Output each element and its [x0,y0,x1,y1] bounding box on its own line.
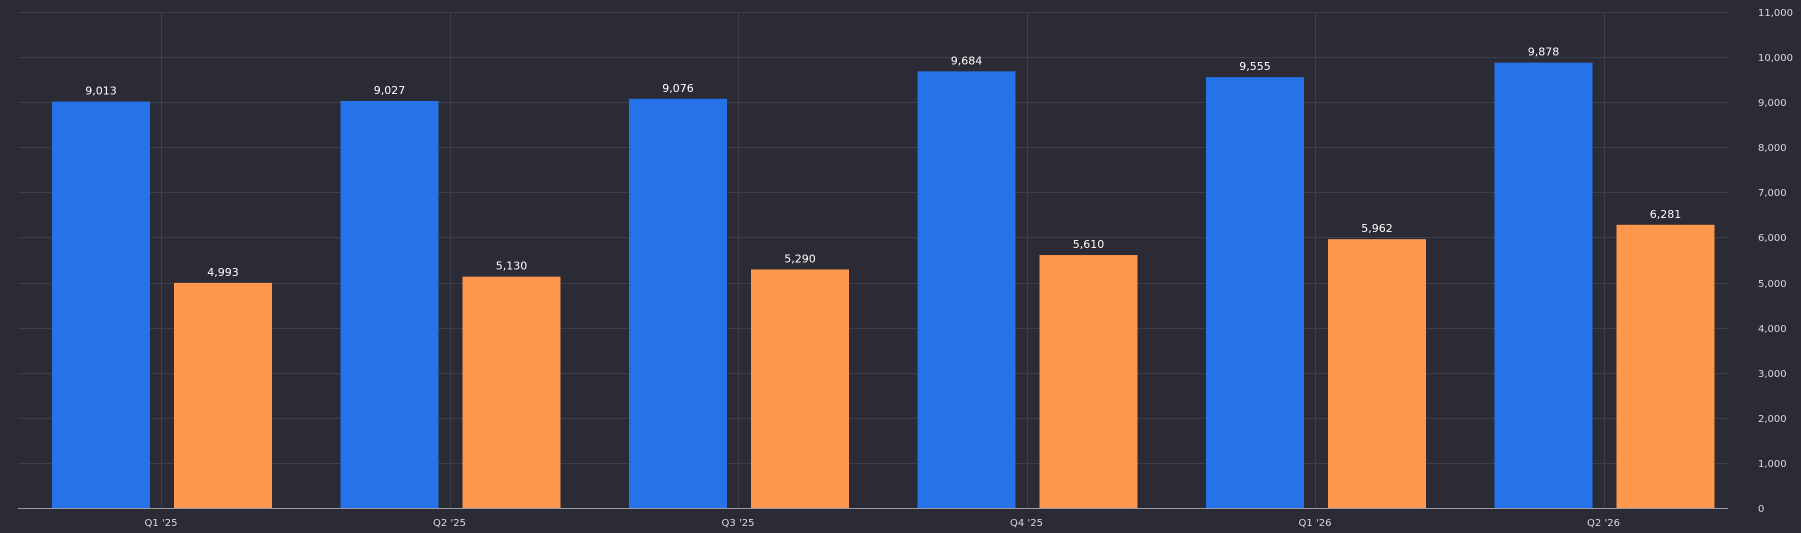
bar-value-label: 9,076 [662,82,694,95]
bar-value-label: 9,013 [85,85,117,98]
bar-series-1 [629,98,727,508]
bar-series-2 [1039,255,1138,508]
bar-value-label: 4,993 [207,266,239,279]
bar-value-label: 5,290 [784,252,816,265]
bar-value-label: 6,281 [1650,208,1682,221]
y-tick-label: 7,000 [1758,188,1787,199]
bar-series-2 [751,269,849,508]
y-tick-label: 11,000 [1758,8,1793,19]
bar-value-label: 5,610 [1073,238,1105,251]
bar-series-1 [52,101,150,508]
bar-value-label: 9,878 [1528,46,1560,59]
x-tick-label: Q2 '25 [433,518,466,529]
x-tick-label: Q1 '26 [1299,518,1332,529]
bars-layer [52,62,1715,509]
grid-layer [18,12,1728,508]
x-axis: Q1 '25 Q2 '25 Q3 '25 Q4 '25 Q1 '26 Q2 '26 [18,508,1728,529]
x-tick-label: Q3 '25 [722,518,755,529]
y-tick-label: 9,000 [1758,98,1787,109]
bar-series-1 [340,100,439,509]
bar-value-label: 9,027 [374,84,406,97]
y-axis: 0 1,000 2,000 3,000 4,000 5,000 6,000 7,000 8,00… [1758,8,1793,515]
y-tick-label: 8,000 [1758,143,1787,154]
x-tick-label: Q2 '26 [1587,518,1620,529]
bar-value-label: 9,555 [1239,60,1271,73]
y-tick-label: 6,000 [1758,233,1787,244]
y-tick-label: 2,000 [1758,414,1787,425]
bar-series-2 [174,282,272,508]
x-tick-label: Q1 '25 [145,518,178,529]
bar-series-1 [1494,62,1593,508]
y-tick-label: 0 [1758,504,1764,515]
data-labels-layer: 9,013 9,027 9,076 9,684 9,555 9,878 4,993 5,130… [85,46,1681,279]
bar-series-2 [1616,224,1715,508]
y-tick-label: 3,000 [1758,369,1787,380]
x-tick-label: Q4 '25 [1010,518,1043,529]
y-tick-label: 4,000 [1758,324,1787,335]
y-tick-label: 1,000 [1758,459,1787,470]
bar-series-2 [1328,239,1426,508]
bar-series-2 [462,276,561,508]
bar-series-1 [1206,77,1304,508]
bar-series-1 [917,71,1016,509]
bar-value-label: 9,684 [951,54,983,67]
bar-value-label: 5,962 [1361,222,1393,235]
y-tick-label: 10,000 [1758,53,1793,64]
bar-value-label: 5,130 [496,260,528,273]
y-tick-label: 5,000 [1758,279,1787,290]
